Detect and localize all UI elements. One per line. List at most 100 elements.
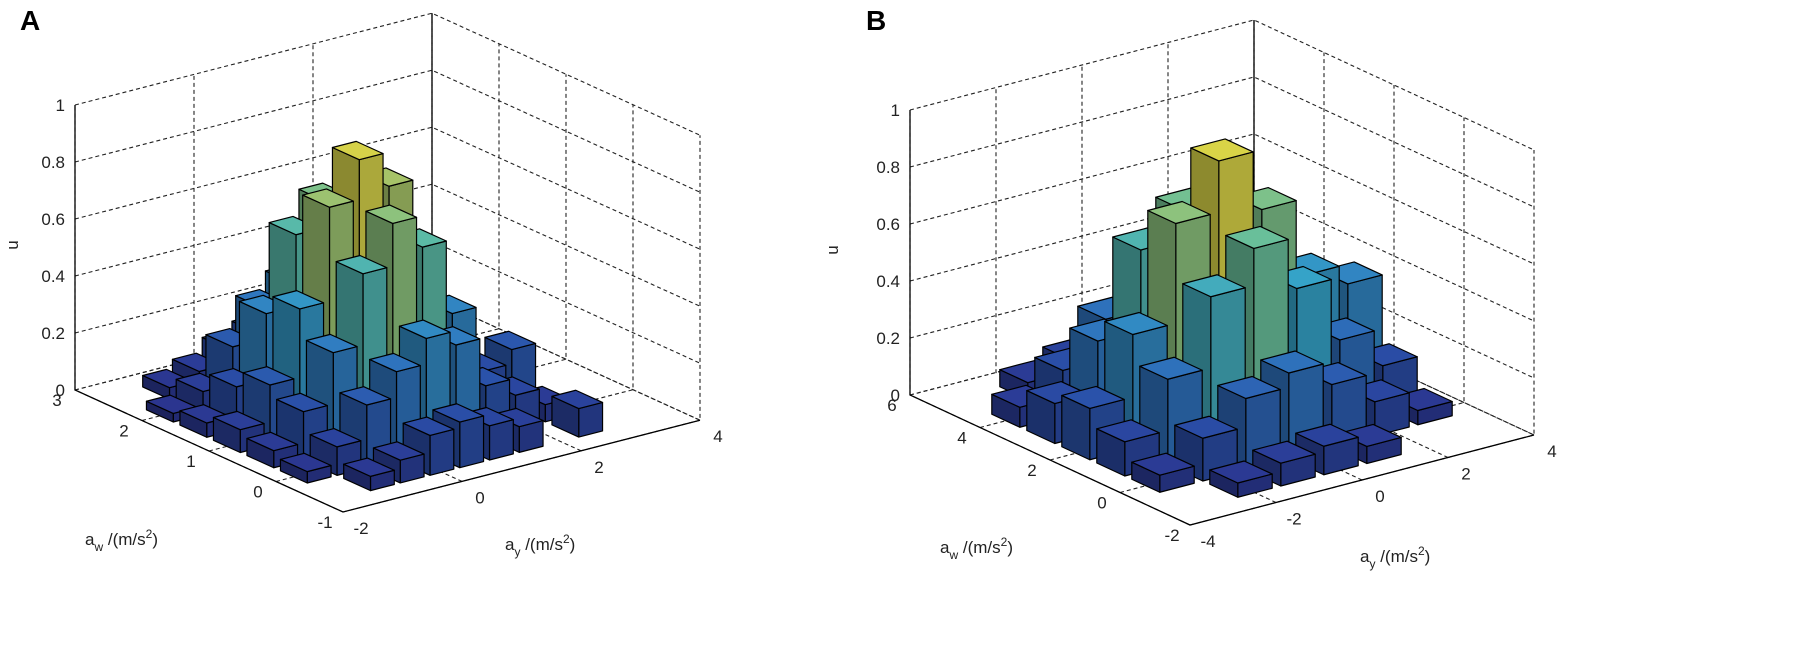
x-axis-label-part: ) xyxy=(1007,538,1013,557)
bar-top xyxy=(551,389,604,410)
y-axis-label-part: /(m/s xyxy=(1375,547,1418,566)
grid-line xyxy=(909,190,1535,322)
bar-top xyxy=(1131,452,1195,476)
bar-top xyxy=(1139,356,1203,380)
grid-line xyxy=(74,126,701,250)
bar-top xyxy=(484,330,537,351)
bar-top xyxy=(1217,375,1281,400)
bar xyxy=(1295,423,1359,476)
grid-line xyxy=(74,12,701,136)
y-tick-label: -2 xyxy=(1286,510,1301,529)
x-axis-label-part: w xyxy=(93,540,103,554)
bar xyxy=(279,452,332,484)
bar-top xyxy=(1174,415,1238,439)
bar-top xyxy=(1295,423,1359,447)
grid-line xyxy=(74,69,701,193)
grid-line xyxy=(995,87,1277,503)
z-tick-label: 0.2 xyxy=(876,329,900,348)
y-tick-label: -2 xyxy=(353,519,368,538)
grid-line xyxy=(909,19,1535,151)
axis-line xyxy=(909,110,1535,526)
bar-top xyxy=(1182,274,1246,298)
x-tick-label: -1 xyxy=(317,513,332,532)
y-axis-label-part: y xyxy=(514,545,520,559)
grid-line xyxy=(909,76,1535,208)
y-tick-label: 2 xyxy=(594,458,603,477)
bar-top xyxy=(1225,225,1289,250)
x-tick-label: 1 xyxy=(186,452,195,471)
bar-top xyxy=(1260,350,1324,374)
bar-side xyxy=(429,428,455,476)
z-tick-label: 0.4 xyxy=(41,267,65,286)
y-axis-label-part: ) xyxy=(1425,547,1431,566)
x-tick-label: 2 xyxy=(1027,461,1036,480)
x-axis-label-part: 2 xyxy=(1001,535,1008,549)
z-tick-label: 0.6 xyxy=(41,210,65,229)
x-tick-label: 4 xyxy=(957,429,966,448)
z-tick-label: 0.4 xyxy=(876,272,900,291)
z-tick-label: 0 xyxy=(56,381,65,400)
bar-top xyxy=(242,366,295,386)
bar-top xyxy=(1190,138,1254,162)
y-axis-label-part: /(m/s xyxy=(520,535,563,554)
x-tick-label: 0 xyxy=(253,483,262,502)
bar-top xyxy=(335,254,388,275)
y-axis-label: ay /(m/s2) xyxy=(505,532,575,559)
z-tick-label: 0 xyxy=(891,386,900,405)
y-tick-label: 4 xyxy=(713,427,722,446)
bar xyxy=(1209,460,1273,498)
y-axis-label-part: a xyxy=(1360,547,1370,566)
bar-top xyxy=(343,457,395,477)
bar-top xyxy=(402,416,455,437)
bar-top xyxy=(372,441,425,461)
bar-top xyxy=(302,188,354,208)
bar-top xyxy=(1104,311,1168,336)
y-tick-label: 0 xyxy=(1375,487,1384,506)
grid-line xyxy=(909,133,1535,265)
bar-top xyxy=(212,410,265,431)
y-axis-label-part: 2 xyxy=(563,532,570,546)
grid-line xyxy=(74,183,701,307)
x-axis-label-part: /(m/s xyxy=(103,530,146,549)
x-axis-label-part: ) xyxy=(152,530,158,549)
z-tick-label: 1 xyxy=(56,96,65,115)
bar-side xyxy=(488,419,514,461)
z-tick-label: 0.2 xyxy=(41,324,65,343)
y-axis-label-part: a xyxy=(505,535,515,554)
bar xyxy=(551,389,604,438)
z-tick-label: 0.8 xyxy=(876,158,900,177)
bar-top xyxy=(1096,419,1160,443)
x-tick-label: 0 xyxy=(1097,494,1106,513)
bar-top xyxy=(1061,385,1125,410)
bar-top xyxy=(432,403,485,423)
y-axis-label-part: 2 xyxy=(1418,544,1425,558)
z-axis-label: u xyxy=(823,245,842,254)
bar-top xyxy=(305,333,358,354)
grid-line xyxy=(909,247,1535,379)
bar-top xyxy=(276,392,328,413)
x-axis-label-part: 2 xyxy=(146,527,153,541)
x-axis-label-part: a xyxy=(940,538,950,557)
y-axis-label-part: ) xyxy=(570,535,576,554)
x-axis-label: aw /(m/s2) xyxy=(85,527,158,554)
bar-top xyxy=(279,452,332,473)
bar xyxy=(1131,452,1195,493)
z-tick-label: 0.6 xyxy=(876,215,900,234)
bar-top xyxy=(365,204,418,225)
bar-top xyxy=(1252,440,1316,464)
y-axis-label-part: y xyxy=(1369,557,1375,571)
bar-top xyxy=(1209,460,1273,484)
bar xyxy=(343,457,395,492)
x-tick-label: 3 xyxy=(52,391,61,410)
y-axis-label: ay /(m/s2) xyxy=(1360,544,1430,571)
panel-label: A xyxy=(20,5,40,36)
x-tick-label: 2 xyxy=(119,422,128,441)
y-tick-label: -4 xyxy=(1200,532,1215,551)
z-tick-label: 1 xyxy=(891,101,900,120)
panel-label: B xyxy=(866,5,886,36)
x-tick-label: -2 xyxy=(1164,526,1179,545)
z-axis-label: u xyxy=(3,240,22,249)
x-axis-label-part: w xyxy=(948,548,958,562)
